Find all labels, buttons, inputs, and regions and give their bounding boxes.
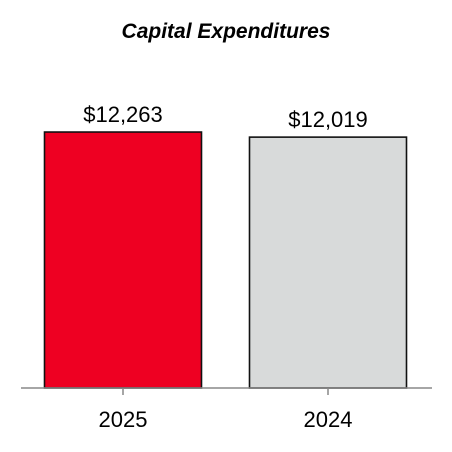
chart-title: Capital Expenditures	[122, 20, 331, 43]
bar-2024	[248, 136, 408, 389]
ticks-layer: 2025 2024	[99, 388, 353, 432]
x-tick-label-2024: 2024	[304, 407, 353, 432]
data-label-2025: $12,263	[83, 102, 163, 127]
x-tick-label-2025: 2025	[99, 407, 148, 432]
data-label-2024: $12,019	[288, 107, 368, 132]
bars-layer: $12,263 $12,019	[43, 102, 408, 389]
bar-2025	[43, 131, 203, 389]
